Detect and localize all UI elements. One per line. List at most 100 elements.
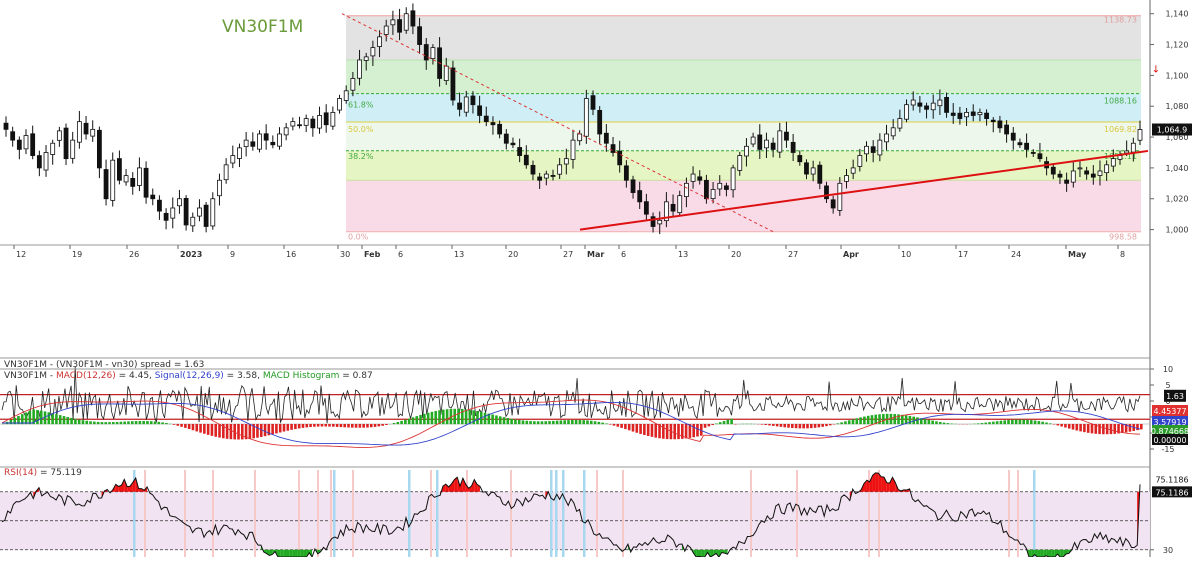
candle-body [257,134,261,149]
macd-histogram-bar [397,422,400,424]
y-tick-label: 1,100 [1166,71,1189,80]
macd-histogram-bar [347,424,350,427]
candle-body [491,123,495,125]
candle-body [631,180,635,193]
macd-histogram-bar [1000,421,1003,424]
fib-0-label: 0.0% [348,233,369,242]
candle-body [484,116,488,122]
macd-histogram-bar [548,421,551,424]
macd-histogram-bar [768,424,771,425]
candle-body [544,174,548,178]
macd-histogram-bar [563,420,566,424]
macd-histogram-bar [1072,424,1075,430]
macd-histogram-bar [328,424,331,427]
fib-618-label: 61.8% [348,101,374,110]
candle-body [298,125,302,126]
rsi-legend-part: RSI(14) [4,468,37,478]
candle-body [798,155,802,161]
candle-body [611,145,615,153]
macd-histogram-bar [590,421,593,424]
macd-histogram-bar [457,409,460,424]
candle-body [104,170,108,199]
macd-histogram-bar [503,417,506,424]
candle-body [511,143,515,145]
rsi-marker-pink [212,470,214,557]
candle-body [4,123,8,129]
macd-histogram-bar [317,424,320,427]
macd-histogram-bar [203,424,206,434]
candle-body [264,134,268,140]
candle-body [157,200,161,211]
candle-body [931,103,935,110]
fib-zone [346,60,1141,94]
macd-histogram-bar [594,421,597,424]
macd-histogram-bar [514,419,517,424]
macd-histogram-bar [943,423,946,425]
candle-body [44,152,48,170]
rsi-marker-pink [1017,470,1019,557]
macd-histogram-bar [617,424,620,427]
candle-body [71,140,75,158]
macd-histogram-bar [1091,424,1094,433]
macd-histogram-bar [1034,421,1037,425]
macd-histogram-bar [893,414,896,424]
macd-histogram-bar [351,424,354,428]
x-tick-label: 30 [340,250,350,259]
macd-histogram-bar [309,424,312,427]
macd-histogram-bar [176,424,179,426]
candle-body [838,183,842,210]
macd-legend-part: MACD(12,26) [56,371,116,381]
candle-body [384,26,388,34]
macd-histogram-bar [685,424,688,438]
candle-body [471,96,475,105]
macd-histogram-bar [844,421,847,424]
rsi-marker-blue [408,470,411,557]
candle-body [558,165,562,174]
rsi-marker-blue [333,470,336,557]
macd-histogram-bar [226,424,229,439]
y-tick-label: 1,000 [1166,226,1189,235]
rsi-oversold-fill [289,550,292,557]
candle-body [965,112,969,116]
macd-histogram-bar [336,424,339,427]
candle-body [758,135,762,149]
x-tick-label: 27 [563,250,573,259]
macd-histogram-bar [582,420,585,424]
candle-body [204,205,208,226]
macd-legend-part: = 0.87 [339,371,372,381]
candle-body [731,168,735,190]
rsi-oversold-fill [295,550,298,557]
candle-body [724,186,728,190]
macd-histogram-bar [947,423,950,424]
macd-histogram-bar [188,424,191,429]
macd-histogram-bar [507,418,510,424]
macd-legend-part: VN30F1M - [4,371,56,381]
candle-body [564,159,568,164]
rsi-marker-pink [317,470,319,557]
rsi-legend: RSI(14) = 75.119 [4,468,82,478]
candle-body [751,137,755,144]
rsi-oversold-fill [1060,550,1063,557]
macd-histogram-bar [241,424,244,439]
macd-histogram-bar [821,424,824,427]
candle-body [551,175,555,176]
candle-body [211,199,215,226]
macd-histogram-bar [192,424,195,430]
macd-histogram-bar [104,422,107,424]
macd-histogram-bar [340,424,343,427]
macd-histogram-bar [867,416,870,424]
macd-histogram-bar [211,424,214,436]
macd-histogram-bar [127,421,130,424]
macd-histogram-bar [992,422,995,425]
candle-body [784,132,788,140]
candle-body [778,131,782,152]
macd-histogram-bar [70,418,73,424]
macd-histogram-bar [715,423,718,424]
macd-histogram-bar [533,421,536,424]
candle-body [818,165,822,183]
macd-histogram-bar [74,419,77,424]
candle-body [925,106,929,109]
y-tick-label: 1,140 [1166,10,1189,19]
candle-body [804,163,808,174]
